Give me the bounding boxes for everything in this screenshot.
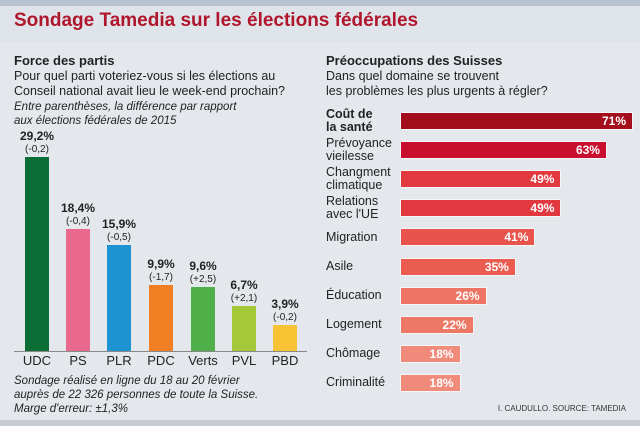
footnote-1: Sondage réalisé en ligne du 18 au 20 fév…	[14, 375, 240, 387]
category-line: vieilesse	[326, 149, 374, 164]
diff-label: (-0,2)	[25, 144, 49, 155]
value-label: 9,6%	[189, 259, 217, 274]
concern-bar: 26%	[401, 287, 486, 304]
concern-bar: 41%	[401, 229, 535, 246]
category-label: PVL	[231, 353, 257, 368]
concern-bar: 63%	[401, 142, 606, 159]
left-heading: Force des partis	[14, 53, 115, 68]
right-heading: Préoccupations des Suisses	[326, 53, 503, 68]
diff-label: (-0,5)	[107, 232, 131, 244]
category-label: Criminalité	[326, 376, 385, 389]
category-line: Relations	[326, 194, 379, 209]
concern-bar: 22%	[401, 316, 473, 333]
value-label: 63%	[575, 143, 600, 158]
title-bar	[0, 6, 640, 42]
category-line: Chômage	[326, 346, 381, 361]
value-label: 49%	[530, 201, 555, 216]
concern-bar: 35%	[401, 258, 515, 275]
category-label: PS	[69, 353, 87, 368]
category-line: Logement	[326, 317, 382, 332]
footnote-3: Marge d'erreur: ±1,3%	[14, 403, 128, 415]
value-label: 18%	[429, 346, 454, 361]
concern-bar: 49%	[401, 200, 561, 217]
value-label: 9,9%	[147, 257, 175, 272]
value-label: 26%	[455, 288, 480, 303]
bar-ps	[66, 228, 90, 351]
bar-udc	[25, 157, 49, 351]
source-credit: I. CAUDULLO. SOURCE: TAMEDIA	[497, 404, 626, 413]
baseline	[14, 351, 307, 352]
concern-bar: 71%	[401, 113, 632, 129]
category-label: Éducation	[326, 289, 382, 302]
diff-label: (+2,5)	[189, 274, 217, 286]
category-label: Relations avec l'UE	[326, 195, 378, 221]
concern-bar: 18%	[401, 345, 460, 362]
value-label: 29,2%	[19, 129, 55, 143]
concern-bar: 49%	[401, 171, 561, 188]
category-label: Logement	[326, 318, 382, 331]
diff-label: (+2,1)	[230, 293, 258, 305]
category-line: climatique	[326, 178, 383, 193]
left-question-1: Pour quel parti voteriez-vous si les éle…	[14, 69, 276, 83]
value-label: 35%	[484, 259, 509, 274]
value-label: 15,9%	[101, 217, 137, 232]
value-label: 71%	[601, 114, 626, 128]
category-line: Prévoyance	[326, 136, 393, 151]
diff-label: (-0,2)	[273, 312, 297, 324]
category-line: Changment	[326, 165, 391, 180]
concern-bar: 18%	[401, 374, 460, 391]
category-line: Asile	[326, 259, 354, 273]
footnote-2: auprès de 22 326 personnes de toute la S…	[14, 389, 259, 401]
value-label: 18%	[429, 375, 454, 390]
bottom-strip	[0, 420, 640, 426]
value-label: 22%	[442, 317, 467, 332]
category-label: Chômage	[326, 347, 380, 360]
right-question-1: Dans quel domaine se trouvent	[326, 69, 500, 83]
left-note-2: aux élections fédérales de 2015	[14, 115, 177, 127]
category-line: la santé	[326, 120, 373, 134]
category-label: PDC	[147, 353, 175, 368]
right-question-2: les problèmes les plus urgents à régler?	[326, 84, 548, 98]
value-label: 6,7%	[230, 278, 258, 293]
value-label: 3,9%	[271, 297, 299, 312]
left-note-1: Entre parenthèses, la différence par rap…	[14, 101, 237, 113]
value-label: 41%	[504, 230, 529, 245]
category-label: Migration	[326, 229, 378, 244]
bar-pdc	[149, 285, 173, 351]
category-label: Verts	[188, 353, 218, 368]
left-question-2: Conseil national avait lieu le week-end …	[14, 84, 286, 98]
category-line: avec l'UE	[326, 207, 379, 222]
category-label: PBD	[271, 353, 299, 368]
diff-label: (-0,4)	[66, 215, 90, 227]
value-label: 49%	[530, 172, 555, 187]
category-line: Criminalité	[326, 375, 386, 390]
bar-pbd	[273, 325, 297, 351]
category-line: Migration	[326, 229, 378, 244]
bar-verts	[191, 287, 215, 351]
category-label: UDC	[22, 353, 52, 368]
diff-label: (-1,7)	[149, 272, 173, 284]
category-line: Coût de	[326, 107, 373, 121]
bar-plr	[107, 245, 131, 351]
category-label: Prévoyance vieilesse	[326, 137, 392, 163]
value-label: 18,4%	[60, 200, 96, 215]
category-label: PLR	[106, 353, 132, 368]
category-label: Asile	[326, 260, 353, 273]
bar-pvl	[232, 306, 256, 351]
top-strip	[0, 0, 640, 6]
category-line: Éducation	[326, 288, 382, 303]
page-title: Sondage Tamedia sur les élections fédéra…	[14, 10, 419, 31]
category-label: Changment climatique	[326, 166, 391, 192]
category-label: Coût de la santé	[326, 108, 373, 134]
